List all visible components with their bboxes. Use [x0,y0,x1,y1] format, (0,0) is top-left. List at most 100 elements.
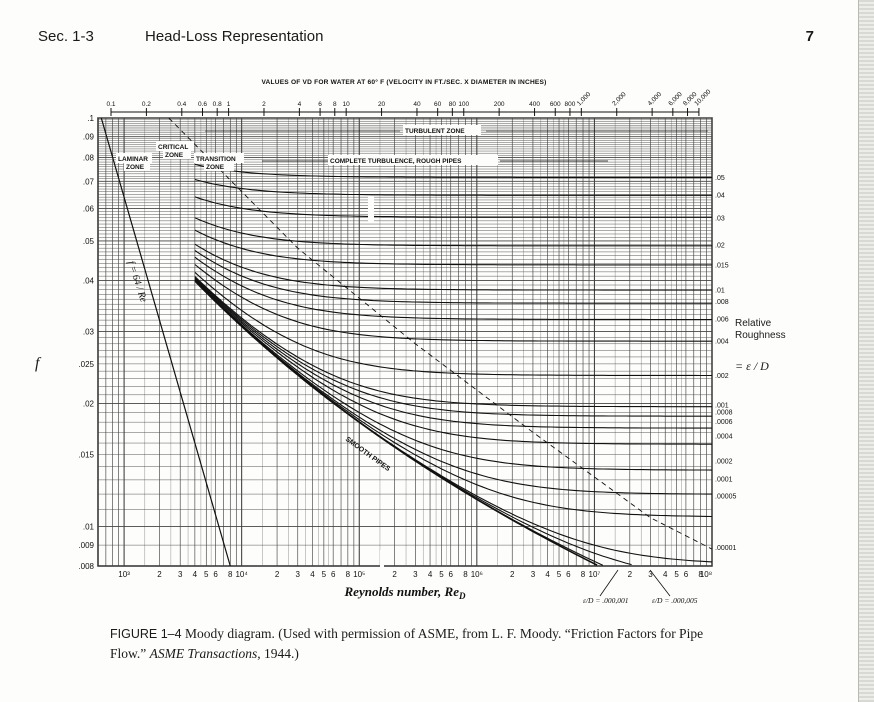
roughness-tick-label: .00005 [715,494,737,501]
roughness-curve [194,280,713,518]
roughness-curve [194,243,712,291]
x-tick-label: 2 [275,570,280,579]
x-tick-label: 6 [213,570,218,579]
top-tick-label: 6,000 [667,91,684,108]
roughness-curve [194,163,712,178]
x-tick-label: 2 [628,570,633,579]
top-tick-label: 2 [262,101,266,108]
top-tick-label: 400 [529,101,540,108]
laminar-zone-label-bg [116,153,152,163]
top-tick-label: 2,000 [611,91,628,108]
roughness-tick-label: .0006 [715,419,733,426]
x-tick-label: 4 [310,570,315,579]
y-tick-label: .009 [78,541,94,550]
top-tick-label: 60 [434,101,442,108]
x-tick-label: 10⁸ [700,570,712,579]
roughness-curve [194,271,712,377]
complete-turbulence-label: COMPLETE TURBULENCE, ROUGH PIPES [330,158,462,165]
x-tick-label: 10³ [118,570,130,579]
y-tick-label: .09 [83,133,95,142]
roughness-tick-label: .0004 [715,433,733,440]
top-axis-title: VALUES OF VD FOR WATER AT 60° F (VELOCIT… [261,78,546,86]
x-tick-label: 6 [566,570,571,579]
section-title: Head-Loss Representation [145,28,324,45]
roughness-tick-label: .004 [715,339,729,346]
critical-zone-label-2-bg [163,149,191,159]
x-tick-label: 2 [392,570,397,579]
roughness-tick-label: .008 [715,299,729,306]
top-tick-label: 800 [565,101,576,108]
y-axis-label: f [35,355,40,372]
transition-zone-label: TRANSITION [196,156,236,163]
x-tick-label: 6 [449,570,454,579]
laminar-zone-label: LAMINAR [118,156,148,163]
y-tick-label: .02 [83,399,95,408]
critical-zone-label: CRITICAL [158,144,188,151]
roughness-tick-label: .01 [715,288,725,295]
x-tick-label: 2 [510,570,515,579]
section-number: Sec. 1-3 [38,28,94,45]
x-tick-label: 5 [439,570,444,579]
complete-turbulence-label-bg [328,155,498,165]
turbulent-zone-label-bg [403,125,481,135]
top-tick-label: 6 [318,101,322,108]
relative-roughness-title: Relative Roughness [735,318,786,341]
laminar-zone-label-2: ZONE [126,164,145,171]
relative-roughness-eq: = ε / D [735,359,769,373]
roughness-curve [194,280,604,566]
top-tick-label: 40 [413,101,421,108]
roughness-curve [194,217,712,247]
page-header: Sec. 1-3 Head-Loss Representation 7 [38,28,814,52]
chart-grid [97,117,713,567]
laminar-line [100,117,231,567]
x-tick-label: 3 [413,570,418,579]
scan-artefact [368,196,374,222]
roughness-tick-label: .0008 [715,410,733,417]
relative-roughness-label: Relative Roughness = ε / D [735,318,790,372]
roughness-curve [194,276,712,408]
x-tick-label: 3 [178,570,183,579]
x-tick-label: 4 [193,570,198,579]
y-tick-label: .05 [83,237,95,246]
x-tick-label: 3 [648,570,653,579]
x-axis-title-sub: D [458,591,466,601]
top-tick-label: 1 [227,101,231,108]
roughness-curve [194,178,712,196]
x-tick-label: 10⁴ [235,570,248,579]
x-tick-label: 10⁶ [471,570,483,579]
page-number: 7 [805,28,814,45]
y-tick-label: .08 [83,154,95,163]
x-tick-label: 8 [463,570,468,579]
top-tick-label: 0.2 [142,101,151,108]
top-tick-label: 200 [494,101,505,108]
laminar-zone-label-2-bg [124,161,150,171]
x-tick-label: 10⁷ [589,570,601,579]
x-tick-label: 3 [296,570,301,579]
top-tick-label: 1,000 [576,91,593,108]
roughness-curve [194,256,712,321]
caption-text: Moody diagram. (Used with permission of … [110,626,704,661]
roughness-curve [194,196,712,218]
transition-zone-label-bg [194,153,244,163]
caption-text-end: , 1944.) [257,646,299,661]
y-tick-label: .025 [78,360,94,369]
x-tick-label: 5 [674,570,679,579]
y-tick-label: .008 [78,562,94,571]
top-tick-label: 10 [343,101,351,108]
x-tick-label: 5 [557,570,562,579]
y-tick-label: .015 [78,451,94,460]
roughness-curve [194,229,712,266]
figure-caption: FIGURE 1–4 Moody diagram. (Used with per… [110,624,730,663]
top-tick-label: 0.6 [198,101,207,108]
transition-zone-label-2: ZONE [206,164,225,171]
bottom-note-leader [599,569,619,597]
top-tick-label: 600 [550,101,561,108]
y-tick-label: .06 [83,205,95,214]
x-tick-label: 8 [698,570,703,579]
turbulent-zone-label: TURBULENT ZONE [405,128,465,135]
roughness-tick-label: .0002 [715,459,733,466]
roughness-tick-label: .02 [715,243,725,250]
roughness-tick-label: .0001 [715,477,733,484]
y-tick-label: .1 [87,114,94,123]
